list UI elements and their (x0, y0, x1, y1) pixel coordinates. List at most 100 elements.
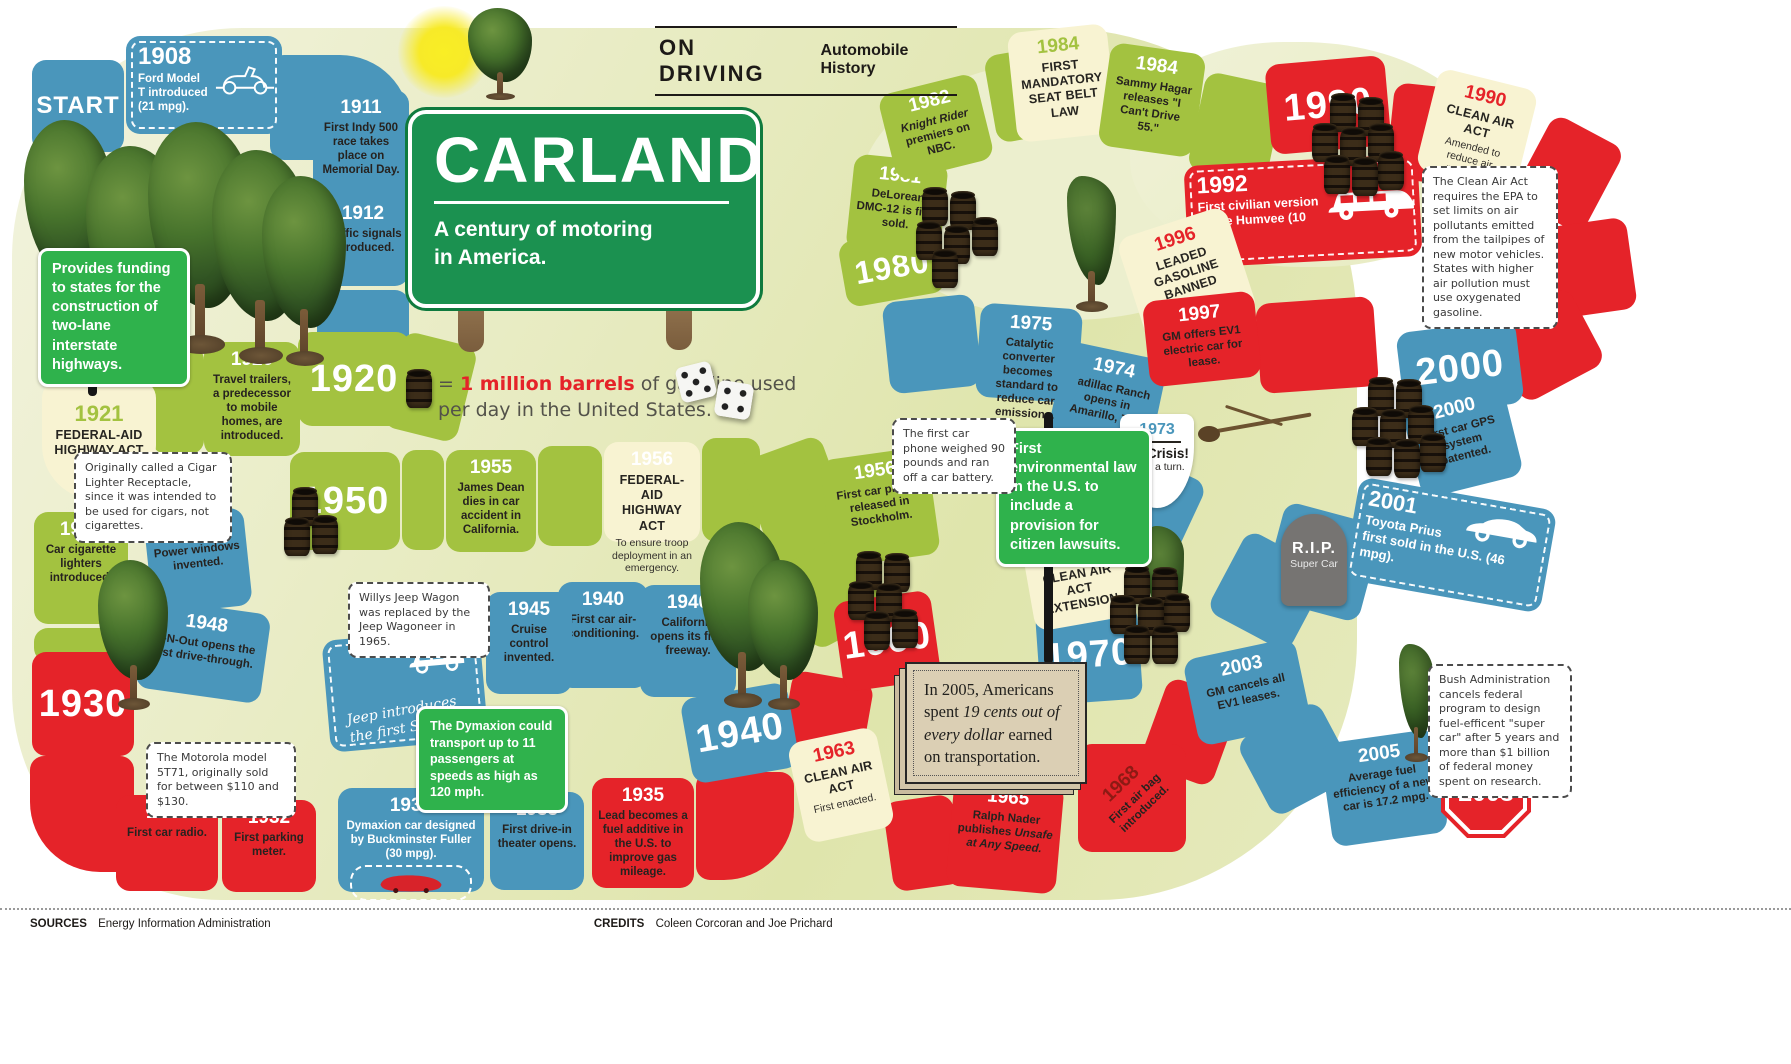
tree-icon (468, 8, 532, 100)
path-tile-blank (881, 293, 983, 395)
tile-year: 1992 (1195, 169, 1249, 199)
tile-text: Cruise control invented. (503, 623, 555, 664)
barrel-cluster (1110, 565, 1210, 678)
model-t-car-icon (215, 66, 275, 95)
die-icon (713, 379, 755, 421)
tile-year: 1921 (74, 401, 124, 426)
decade-1930: 1930 (32, 652, 134, 756)
tile-year: 1908 (138, 43, 192, 70)
tile-1992-humvee: 1992 First civilian version of the Humve… (1183, 153, 1423, 269)
carland-sign: CARLAND A century of motoring in America… (408, 110, 765, 308)
callout-funding-sign: Provides funding to states for the const… (38, 248, 190, 387)
tile-text: First Indy 500 race takes place on Memor… (322, 121, 400, 176)
tile-year: 1956 (630, 449, 674, 470)
header-rule-bottom (655, 94, 957, 96)
tile-text: FIRST MANDATORY SEAT BELT LAW (1020, 57, 1104, 120)
callout-motorola: The Motorola model 5T71, originally sold… (146, 742, 296, 819)
tile-text: Ford Model T introduced (21 mpg). (138, 73, 208, 114)
tile-1933-dymaxion: 1933 Dymaxion car designed by Buckminste… (338, 788, 484, 901)
rip-title: R.I.P. (1292, 540, 1336, 557)
tile-year: 1940 (666, 592, 710, 613)
tile-text: Ralph Nader publishes Unsafe at Any Spee… (957, 809, 1054, 856)
tile-year: 1945 (507, 599, 551, 620)
tile-year: 1935 (621, 785, 665, 806)
tile-text: First car radio. (127, 826, 207, 839)
tile-2001-toyota-prius: 2001 Toyota Prius first sold in the U.S.… (1342, 476, 1558, 614)
decade-1920: 1920 (298, 332, 410, 426)
sapling-tree-icon (1392, 644, 1440, 762)
path-tile-blank (538, 446, 602, 546)
barrel-cluster (848, 551, 938, 654)
callout-environmental-law-sign: First environmental law in the U.S. to i… (996, 428, 1152, 567)
tile-text: Dymaxion car designed by Buckminster Ful… (346, 819, 476, 860)
barrel-cluster (1352, 377, 1462, 490)
tile-1956-federal-aid-highway-act: 1956 FEDERAL-AID HIGHWAY ACT To ensure t… (604, 442, 700, 574)
note-card: In 2005, Americans spent 19 cents out of… (905, 662, 1087, 784)
tile-year: 1975 (1009, 311, 1053, 336)
tile-text: Catalytic converter becomes standard to … (994, 336, 1059, 422)
tile-subtext: To ensure troop deployment in an emergen… (612, 536, 692, 575)
footer-sources-value: Energy Information Administration (98, 918, 271, 930)
page-subtitle: Automobile History (820, 42, 909, 77)
tree-icon (98, 560, 168, 710)
tile-year: 1911 (340, 97, 382, 118)
tile-year: 1955 (469, 457, 513, 478)
footer-credits-label: CREDITS (593, 918, 645, 930)
header-rule-top (655, 26, 957, 28)
note-text: In 2005, Americans spent 19 cents out of… (913, 670, 1079, 776)
tree-icon (262, 176, 346, 366)
tile-year: 1940 (581, 589, 625, 610)
tile-year: 1912 (341, 203, 385, 224)
carland-subtitle: A century of motoring in America. (434, 218, 653, 269)
callout-bush-super-car: Bush Administration cancels federal prog… (1428, 664, 1572, 799)
tile-text: Lead becomes a fuel additive in the U.S.… (598, 809, 688, 878)
callout-dymaxion-sign: The Dymaxion could transport up to 11 pa… (416, 706, 568, 813)
tile-text: James Dean dies in car accident in Calif… (457, 481, 525, 536)
callout-clean-air-act-epa: The Clean Air Act requires the EPA to se… (1422, 166, 1558, 330)
tile-1984-sammy-hagar: 1984 Sammy Hagar releases "I Can't Drive… (1097, 41, 1207, 159)
tile-text: GM offers EV1 electric car for lease. (1161, 323, 1243, 370)
tile-text: First drive-in theater opens. (497, 823, 577, 850)
tile-1935-lead-additive: 1935 Lead becomes a fuel additive in the… (592, 778, 694, 888)
path-tile-blank (402, 450, 444, 550)
footer: SOURCES Energy Information Administratio… (0, 908, 1791, 930)
tile-1965-ralph-nader: 1965 Ralph Nader publishes Unsafe at Any… (945, 775, 1065, 895)
oil-barrel-icon (406, 369, 432, 408)
tile-text: Car cigarette lighters introduced. (45, 543, 117, 584)
rip-subtitle: Super Car (1290, 558, 1338, 570)
carland-divider (434, 201, 729, 205)
legend-bold: 1 million barrels (459, 373, 635, 395)
tile-text: First car air-conditioning. (566, 613, 640, 640)
tile-1940-air-conditioning: 1940 First car air-conditioning. (558, 582, 648, 688)
tile-1908-model-t: 1908 Ford Model T introduced (21 mpg). (126, 36, 282, 134)
rip-tombstone: R.I.P. Super Car (1281, 514, 1347, 606)
tile-text: FEDERAL-AID HIGHWAY ACT (619, 472, 685, 533)
tile-1968-air-bag: 1968 First air bag introduced. (1078, 744, 1186, 852)
sign-post (458, 300, 484, 352)
footer-sources-label: SOURCES (30, 918, 87, 930)
tile-1997-ev1-lease: 1997 GM offers EV1 electric car for leas… (1141, 290, 1263, 388)
tile-text: Sammy Hagar releases "I Can't Drive 55." (1115, 74, 1193, 136)
footer-credits-value: Coleen Corcoran and Joe Prichard (655, 918, 833, 930)
tile-text: California opens its first freeway. (650, 616, 726, 657)
barrel-cluster (916, 187, 1006, 290)
page-title: ON DRIVING (659, 35, 765, 86)
humvee-icon (1328, 190, 1415, 221)
callout-cigar-lighter: Originally called a Cigar Lighter Recept… (74, 452, 232, 543)
barrel-cluster (1312, 93, 1422, 206)
dead-branch-icon (1198, 396, 1318, 456)
tree-icon (748, 560, 818, 710)
start-label: START (36, 92, 120, 119)
tile-1955-james-dean: 1955 James Dean dies in car accident in … (446, 450, 536, 552)
page-header: ON DRIVING Automobile History (655, 22, 957, 100)
barrel-cluster (284, 487, 354, 570)
callout-car-phone: The first car phone weighed 90 pounds an… (892, 418, 1016, 495)
tile-text: First parking meter. (234, 831, 304, 858)
carland-title: CARLAND (434, 124, 765, 196)
callout-willys-jeep: Willys Jeep Wagon was replaced by the Je… (348, 582, 490, 659)
tile-1945-cruise-control: 1945 Cruise control invented. (486, 592, 572, 694)
dymaxion-car-icon (350, 864, 472, 901)
tile-text: Travel trailers, a predecessor to mobile… (213, 373, 291, 442)
prius-car-icon (1466, 519, 1537, 549)
